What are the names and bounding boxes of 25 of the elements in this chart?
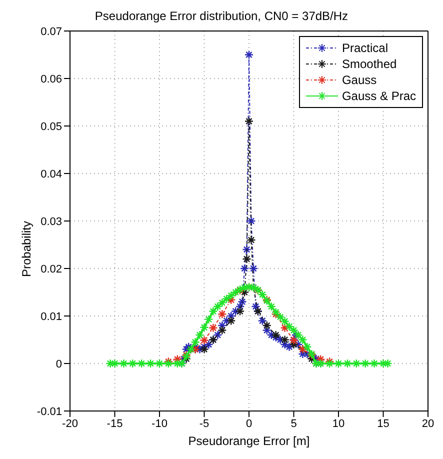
y-tick-label: 0.04 — [40, 168, 62, 180]
x-tick-label: 0 — [246, 418, 252, 430]
y-axis-title: Probability — [19, 221, 34, 278]
y-tick-label: 0.06 — [40, 73, 62, 86]
x-tick-label: -20 — [62, 418, 78, 430]
x-tick-label: -10 — [152, 418, 168, 430]
x-tick-label: -15 — [106, 418, 123, 430]
y-tick-label: 0.03 — [40, 216, 62, 228]
y-tick-label: -0.01 — [36, 406, 62, 418]
x-tick-label: 5 — [290, 418, 297, 430]
legend-label: Practical — [342, 41, 388, 55]
chart-title: Pseudorange Error distribution, CN0 = 37dB/Hz — [94, 8, 350, 24]
x-tick-label: -5 — [199, 418, 210, 430]
legend-label: Smoothed — [342, 57, 397, 71]
legend-label: Gauss — [342, 73, 377, 87]
legend-label: Gauss & Prac — [342, 89, 416, 103]
y-tick-label: 0.01 — [40, 310, 62, 323]
y-tick-label: 0 — [56, 358, 62, 370]
x-tick-label: 20 — [422, 418, 434, 430]
x-tick-label: 15 — [377, 418, 390, 430]
y-tick-label: 0.02 — [40, 263, 62, 276]
x-axis-title: Pseudorange Error [m] — [188, 434, 310, 448]
y-tick-label: 0.05 — [40, 120, 62, 133]
x-tick-label: 10 — [332, 418, 345, 430]
y-tick-label: 0.07 — [40, 26, 62, 38]
